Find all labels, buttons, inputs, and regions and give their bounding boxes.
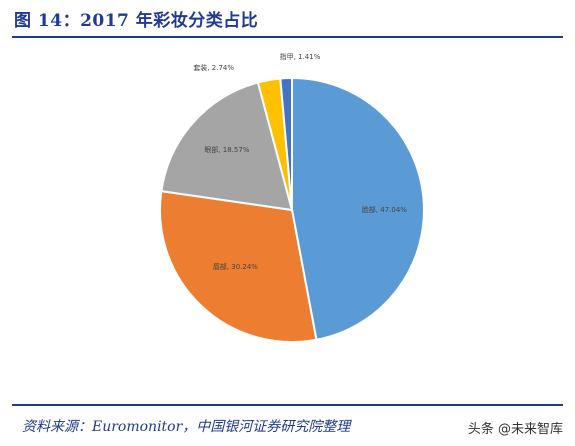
slice-label-2: 眼部, 18.57% — [204, 145, 249, 154]
pie-slice-0 — [291, 76, 425, 341]
title-divider — [12, 36, 563, 38]
slice-label-0: 脸部, 47.04% — [362, 205, 407, 214]
slice-label-3: 套装, 2.74% — [193, 63, 234, 72]
pie-slice-4 — [279, 76, 293, 211]
source-note: 资料来源：Euromonitor，中国银河证券研究院整理 — [22, 419, 351, 435]
slice-label-4: 指甲, 1.41% — [280, 52, 321, 61]
pie-slice-2 — [160, 81, 294, 212]
watermark: 头条 @未来智库 — [467, 422, 563, 437]
slice-label-1: 唇部, 30.24% — [213, 262, 258, 271]
figure-title: 图 14：2017 年彩妆分类占比 — [14, 11, 259, 31]
footer-divider — [12, 404, 563, 406]
pie-chart: 脸部, 47.04% 唇部, 30.24% 眼部, 18.57% 套装, 2.74% 指… — [158, 52, 425, 343]
pie-slice-1 — [158, 190, 318, 343]
